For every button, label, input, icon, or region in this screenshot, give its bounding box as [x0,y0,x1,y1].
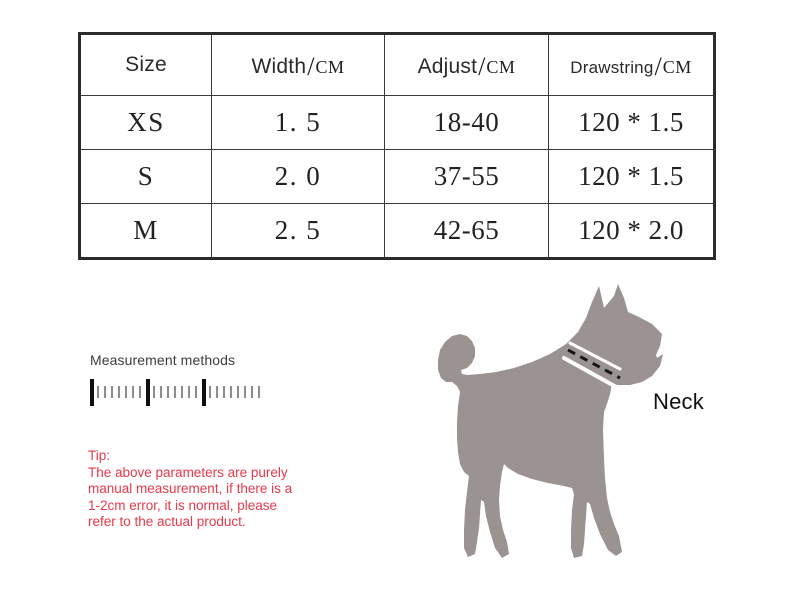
tip-line-3: 1-2cm error, it is normal, please [88,497,278,513]
ruler-minor-tick [223,386,225,398]
table-header-row: Size Width/CM Adjust/CM Drawstring/CM [79,33,715,96]
cell-adjust: 42-65 [384,203,549,259]
header-label-width: Width [251,55,307,78]
table-row: S 2. 0 37-55 120 * 1.5 [79,149,715,204]
measurement-methods-block: Measurement methods [90,352,350,406]
header-slash-width: / [307,52,315,81]
cell-size: XS [79,95,212,150]
cell-size: S [79,149,212,204]
cell-adjust: 37-55 [384,149,549,204]
measurement-methods-title: Measurement methods [90,352,236,368]
ruler-minor-tick [237,386,239,398]
ruler-minor-tick [230,386,232,398]
header-unit-adjust: CM [486,57,516,77]
value-adjust: 18-40 [433,107,500,137]
tip-line-2: manual measurement, if there is a [88,481,293,496]
neck-dashed-guide-icon [562,341,622,390]
neck-label: Neck [653,389,704,414]
ruler-minor-tick [104,386,106,398]
header-label-drawstring: Drawstring [570,58,654,77]
ruler-minor-tick [153,386,155,398]
value-adjust: 37-55 [433,161,500,191]
table-header-adjust: Adjust/CM [384,33,549,96]
dog-silhouette-icon [438,284,663,558]
ruler-major-tick [146,379,150,406]
ruler-minor-tick [97,386,99,398]
cell-size: M [79,203,212,259]
ruler-minor-tick [118,386,120,398]
ruler-minor-tick [195,386,197,398]
ruler-minor-tick [160,386,162,398]
header-slash-drawstring: / [654,52,662,81]
ruler-minor-tick [132,386,134,398]
ruler-minor-tick [139,386,141,398]
size-chart-table: Size Width/CM Adjust/CM Drawstring/CM XS… [78,32,716,260]
table-header-size: Size [79,33,212,96]
tip-line-4: refer to the actual product. [88,514,246,529]
ruler-minor-tick [167,386,169,398]
value-width: 2. 5 [274,215,322,245]
ruler-minor-tick [181,386,183,398]
value-width: 2. 0 [274,161,322,191]
cell-drawstring: 120 * 1.5 [548,149,715,204]
ruler-minor-tick [216,386,218,398]
cell-adjust: 18-40 [384,95,549,150]
tip-block: Tip: The above parameters are purely man… [88,448,338,531]
value-drawstring: 120 * 1.5 [578,161,684,191]
ruler-minor-tick [251,386,253,398]
header-unit-drawstring: CM [662,57,692,77]
value-drawstring: 120 * 1.5 [578,107,684,137]
table-header-drawstring: Drawstring/CM [548,33,715,96]
ruler-minor-tick [209,386,211,398]
tip-heading: Tip: [88,448,111,463]
value-size: S [137,161,155,191]
ruler-major-tick [202,379,206,406]
table-row: XS 1. 5 18-40 120 * 1.5 [79,95,715,150]
header-unit-width: CM [315,57,345,77]
ruler-minor-tick [244,386,246,398]
tip-line-1: The above parameters are purely [88,464,288,480]
header-label-adjust: Adjust [417,55,478,78]
ruler-minor-tick [125,386,127,398]
cell-width: 2. 0 [211,149,385,204]
cell-drawstring: 120 * 1.5 [548,95,715,150]
cell-width: 2. 5 [211,203,385,259]
value-drawstring: 120 * 2.0 [578,215,684,245]
cell-drawstring: 120 * 2.0 [548,203,715,259]
value-adjust: 42-65 [433,215,500,245]
header-label-size: Size [125,53,167,76]
ruler-minor-tick [111,386,113,398]
table-header-width: Width/CM [211,33,385,96]
ruler-major-tick [90,379,94,406]
table-row: M 2. 5 42-65 120 * 2.0 [79,203,715,259]
header-slash-adjust: / [478,52,486,81]
ruler-icon [90,378,260,406]
cell-width: 1. 5 [211,95,385,150]
dog-illustration [424,272,734,572]
ruler-minor-tick [174,386,176,398]
value-size: XS [127,107,165,137]
ruler-minor-tick [188,386,190,398]
ruler-minor-tick [258,386,260,398]
value-size: M [133,215,159,245]
value-width: 1. 5 [274,107,322,137]
